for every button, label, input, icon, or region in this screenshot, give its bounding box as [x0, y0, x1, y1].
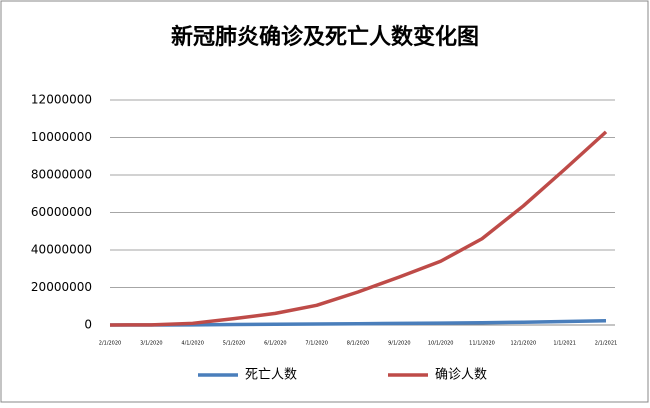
- x-tick-label: 7/1/2020: [305, 341, 327, 347]
- y-tick-label: 10000000: [31, 130, 92, 144]
- x-tick-label: 2/1/2021: [595, 341, 617, 347]
- x-tick-label: 8/1/2020: [347, 341, 369, 347]
- x-tick-label: 2/1/2020: [99, 341, 121, 347]
- y-tick-label: 12000000: [31, 93, 92, 107]
- y-tick-label: 40000000: [31, 243, 92, 257]
- x-tick-label: 1/1/2021: [553, 341, 575, 347]
- chart-title: 新冠肺炎确诊及死亡人数变化图: [171, 24, 479, 50]
- x-tick-label: 5/1/2020: [223, 341, 245, 347]
- y-tick-label: 60000000: [31, 205, 92, 219]
- x-tick-label: 3/1/2020: [140, 341, 162, 347]
- x-tick-label: 4/1/2020: [181, 341, 203, 347]
- y-tick-label: 80000000: [31, 168, 92, 182]
- x-tick-label: 10/1/2020: [428, 341, 454, 347]
- y-tick-label: 0: [84, 318, 92, 332]
- x-tick-label: 11/1/2020: [469, 341, 495, 347]
- x-tick-label: 6/1/2020: [264, 341, 286, 347]
- legend-label: 确诊人数: [435, 368, 487, 383]
- x-tick-label: 9/1/2020: [388, 341, 410, 347]
- legend-label: 死亡人数: [245, 368, 297, 383]
- x-tick-label: 12/1/2020: [511, 341, 537, 347]
- series-line: [109, 130, 608, 327]
- y-tick-label: 20000000: [31, 280, 92, 294]
